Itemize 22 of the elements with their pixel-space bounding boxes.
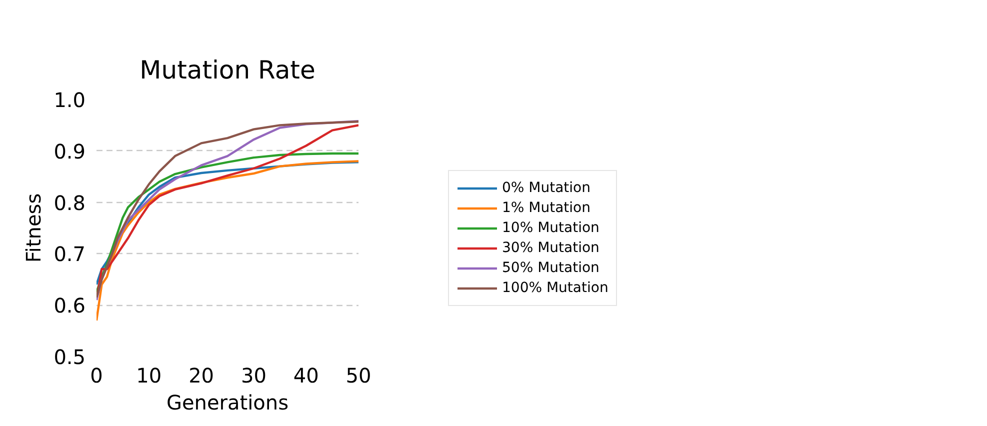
- legend-label: 100% Mutation: [502, 279, 608, 297]
- x-tick-label: 50: [346, 364, 372, 388]
- x-tick-label: 30: [240, 364, 266, 388]
- y-tick-label: 0.8: [54, 190, 86, 215]
- x-tick-label: 10: [136, 364, 162, 388]
- x-tick-label: 0: [90, 364, 103, 388]
- legend-label: 10% Mutation: [502, 219, 600, 237]
- legend-label: 0% Mutation: [502, 179, 590, 197]
- y-tick-label: 1.0: [54, 88, 86, 112]
- y-tick-label: 0.5: [54, 345, 86, 369]
- legend-label: 1% Mutation: [502, 199, 590, 217]
- line-series: [96, 160, 358, 322]
- legend-label: 30% Mutation: [502, 239, 600, 257]
- y-tick-label: 0.9: [54, 139, 86, 164]
- y-tick-label: 0.7: [54, 242, 86, 266]
- x-tick-label: 40: [293, 364, 319, 388]
- legend-label: 50% Mutation: [502, 259, 600, 277]
- x-axis-title: Generations: [166, 390, 289, 414]
- y-tick-label: 0.6: [54, 294, 86, 318]
- y-axis-title: Fitness: [22, 193, 46, 263]
- x-tick-label: 20: [188, 364, 214, 388]
- chart-title: Mutation Rate: [140, 56, 316, 84]
